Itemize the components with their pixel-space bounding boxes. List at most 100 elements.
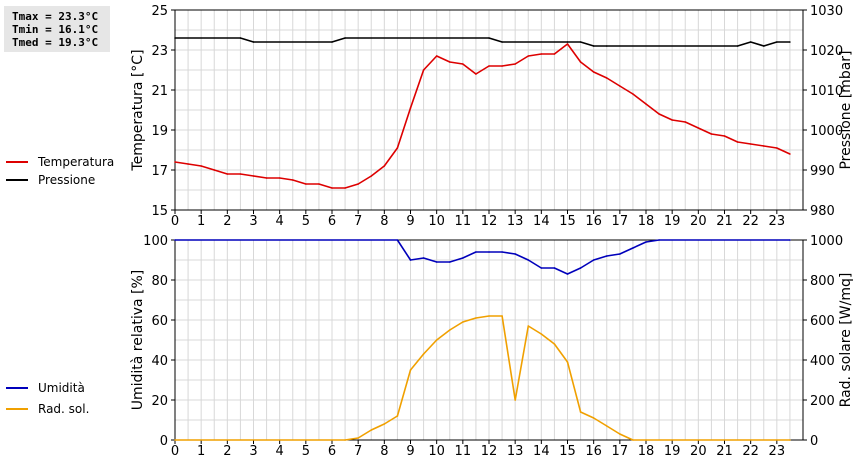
data-point [710, 133, 713, 135]
legend-label: Rad. sol. [38, 402, 89, 416]
data-point [435, 261, 438, 263]
data-point [749, 41, 752, 43]
data-point [501, 41, 503, 43]
data-point [174, 239, 176, 241]
data-point [422, 257, 425, 259]
data-point [762, 45, 765, 47]
data-point [462, 321, 464, 323]
data-point [239, 173, 242, 175]
y-tick-label: 19 [151, 124, 168, 139]
y-axis-label: Temperatura [°C] [130, 49, 146, 171]
data-point [252, 175, 255, 177]
x-tick-label: 23 [769, 214, 786, 229]
data-point [475, 317, 477, 319]
data-point [605, 425, 608, 427]
y-axis-label: Umidità relativa [%] [130, 270, 146, 411]
x-tick-label: 23 [769, 444, 786, 459]
data-point [305, 183, 307, 185]
data-point [605, 255, 608, 257]
x-tick-label: 16 [585, 444, 602, 459]
data-point [592, 45, 595, 47]
data-point [789, 41, 791, 43]
x-tick-label: 6 [328, 214, 336, 229]
y-tick-label: 15 [151, 204, 168, 219]
data-point [540, 333, 543, 335]
data-point [527, 55, 530, 57]
x-tick-label: 10 [428, 214, 445, 229]
data-point [174, 439, 176, 441]
data-point [252, 41, 255, 43]
y2-tick-label: 800 [810, 274, 835, 289]
y2-tick-label: 1030 [810, 4, 843, 19]
x-tick-label: 9 [406, 444, 414, 459]
x-tick-label: 0 [171, 444, 179, 459]
data-point [789, 439, 791, 441]
x-tick-label: 14 [533, 444, 550, 459]
data-point [553, 53, 556, 55]
y-tick-label: 20 [151, 394, 168, 409]
data-point [409, 107, 412, 109]
x-tick-label: 19 [664, 214, 681, 229]
data-point [566, 361, 569, 363]
data-point [540, 53, 543, 55]
data-point [619, 433, 621, 435]
data-point [422, 69, 425, 71]
x-tick-label: 17 [612, 214, 629, 229]
data-point [200, 165, 202, 167]
x-tick-label: 16 [585, 214, 602, 229]
data-point [553, 267, 556, 269]
data-point [566, 273, 569, 275]
data-point [619, 85, 621, 87]
data-point [789, 153, 791, 155]
y2-tick-label: 1020 [810, 44, 843, 59]
data-point [187, 163, 189, 165]
data-point [658, 239, 660, 241]
data-point [396, 239, 399, 241]
data-point [579, 411, 582, 413]
x-tick-label: 10 [428, 444, 445, 459]
y-tick-label: 100 [143, 234, 168, 249]
data-point [592, 71, 595, 73]
x-tick-label: 8 [380, 444, 388, 459]
y2-tick-label: 980 [810, 204, 835, 219]
x-tick-label: 3 [249, 444, 257, 459]
data-point [671, 119, 673, 121]
x-tick-label: 12 [481, 214, 498, 229]
y2-tick-label: 0 [810, 434, 818, 449]
data-point [592, 259, 595, 261]
x-tick-label: 13 [507, 214, 524, 229]
data-point [501, 315, 503, 317]
x-tick-label: 7 [354, 444, 362, 459]
data-point [658, 113, 660, 115]
series-line-temperatura [174, 43, 791, 189]
data-point [448, 329, 451, 331]
data-point [174, 161, 176, 163]
y-tick-label: 40 [151, 354, 168, 369]
series-line-rad-sol [175, 315, 790, 441]
x-tick-label: 21 [716, 444, 733, 459]
y2-tick-label: 400 [810, 354, 835, 369]
data-point [527, 259, 530, 261]
data-point [435, 339, 438, 341]
data-point [370, 175, 373, 177]
x-tick-label: 6 [328, 444, 336, 459]
data-point [357, 437, 359, 439]
x-tick-label: 22 [742, 214, 759, 229]
data-point [422, 353, 425, 355]
legend-label: Pressione [38, 173, 95, 187]
data-point [462, 257, 464, 259]
y-tick-label: 80 [151, 274, 168, 289]
x-tick-label: 12 [481, 444, 498, 459]
tmed-stat: Tmed = 19.3°C [12, 36, 99, 49]
data-point [579, 267, 582, 269]
data-point [435, 55, 438, 57]
data-point [409, 369, 412, 371]
y2-axis-label: Pressione [mbar] [838, 50, 854, 169]
data-point [357, 183, 359, 185]
x-tick-label: 7 [354, 214, 362, 229]
x-tick-label: 9 [406, 214, 414, 229]
data-point [409, 259, 412, 261]
x-tick-label: 4 [276, 214, 284, 229]
chart-bottom: 0 1 2 3 4 5 6 7 8 9 10 11 12 13 14 15 16 17 18 19 20 21 22 2302… [6, 234, 854, 459]
